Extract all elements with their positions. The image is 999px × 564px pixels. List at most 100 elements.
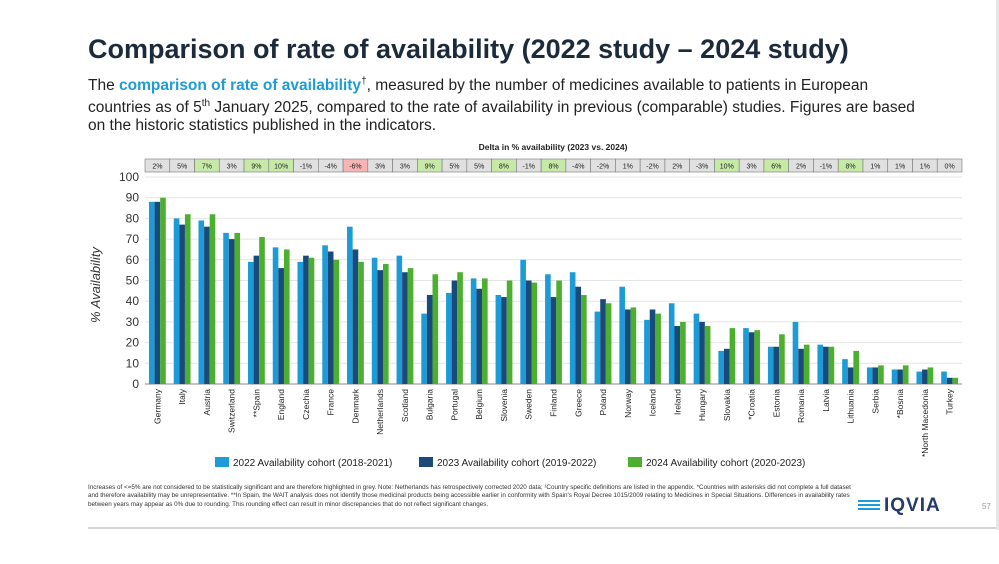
y-tick-label: 80 <box>126 211 140 225</box>
bar <box>358 261 364 384</box>
bar <box>946 377 953 384</box>
bar <box>402 272 408 384</box>
bar <box>594 311 601 384</box>
bar <box>482 278 488 384</box>
x-tick-label: *Croatia <box>747 389 757 420</box>
y-tick-label: 100 <box>119 170 139 184</box>
delta-value: 2% <box>796 164 806 171</box>
bar <box>259 237 265 384</box>
bar <box>160 197 166 384</box>
right-edge-divider <box>996 0 999 530</box>
bar <box>322 245 328 384</box>
delta-value: -4% <box>572 164 584 171</box>
x-axis-labels: Germany Italy Austria Switzerland **Spain Eng… <box>152 388 954 457</box>
delta-value: 1% <box>895 164 905 171</box>
x-tick-label: Greece <box>573 389 583 417</box>
delta-value: 3% <box>375 164 385 171</box>
x-tick-label: Denmark <box>350 388 360 423</box>
x-tick-label: Turkey <box>945 388 955 414</box>
bar <box>649 309 656 384</box>
bar <box>198 220 205 384</box>
bar <box>451 280 458 384</box>
y-tick-label: 10 <box>126 356 140 370</box>
bar <box>927 367 934 384</box>
x-tick-label: Belgium <box>474 389 484 420</box>
x-tick-label: Scotland <box>400 389 410 422</box>
footnote: Increases of <=5% are not considered to … <box>88 484 851 508</box>
x-tick-label: Bulgaria <box>425 389 435 420</box>
subtitle-mid: , measured by the number of medicines av… <box>88 77 869 117</box>
bar <box>773 346 780 384</box>
bar <box>668 303 675 384</box>
bar <box>878 365 884 384</box>
bar <box>847 367 854 384</box>
x-tick-label: Estonia <box>771 389 781 418</box>
bar <box>407 268 414 384</box>
delta-value: 5% <box>449 164 459 171</box>
delta-value: 6% <box>771 164 781 171</box>
bar <box>748 332 755 384</box>
bar <box>371 257 378 384</box>
x-tick-label: England <box>276 389 286 420</box>
availability-bar-chart: Delta in % availability (2023 vs. 2024) … <box>88 142 963 469</box>
bars-group <box>148 197 959 384</box>
x-tick-label: France <box>326 389 336 416</box>
bar <box>897 369 903 384</box>
y-tick-label: 70 <box>126 232 140 246</box>
delta-value: 8% <box>548 164 558 171</box>
x-tick-label: Switzerland <box>227 389 237 433</box>
y-tick-label: 20 <box>126 336 140 350</box>
slide-subtitle: The comparison of rate of availability†,… <box>88 73 918 135</box>
bar <box>754 330 760 384</box>
y-tick-label: 60 <box>126 253 140 267</box>
x-tick-label: **Spain <box>251 389 261 418</box>
bar <box>272 247 279 384</box>
x-tick-label: Italy <box>177 388 187 404</box>
delta-value: 8% <box>499 164 509 171</box>
bar <box>154 201 161 384</box>
x-tick-label: Slovakia <box>722 389 732 421</box>
x-tick-label: Poland <box>598 389 608 416</box>
delta-value: -4% <box>324 164 336 171</box>
bar <box>347 226 353 384</box>
bar <box>575 286 582 384</box>
bar <box>729 328 736 384</box>
y-tick-label: 50 <box>126 274 140 288</box>
bar <box>724 348 730 384</box>
legend-label: 2023 Availability cohort (2019-2022) <box>437 458 596 469</box>
x-tick-label: Czechia <box>301 389 311 420</box>
bar <box>779 334 785 384</box>
y-axis: 0 10 20 30 40 50 60 70 80 90 100 <box>119 170 962 391</box>
delta-value: -1% <box>820 164 832 171</box>
delta-value: 8% <box>846 164 856 171</box>
bar <box>674 326 681 384</box>
bar <box>644 319 650 384</box>
x-tick-label: Serbia <box>870 389 880 414</box>
bar <box>495 294 502 384</box>
delta-value: -2% <box>646 164 658 171</box>
bar <box>693 313 700 384</box>
bar <box>767 346 774 384</box>
bar <box>520 259 526 384</box>
y-tick-label: 30 <box>126 315 140 329</box>
bar <box>952 377 959 384</box>
bar <box>605 303 612 384</box>
page-number: 57 <box>982 502 991 511</box>
bar <box>866 367 873 384</box>
bar <box>525 280 532 384</box>
bar <box>842 359 848 384</box>
bottom-divider <box>88 527 999 529</box>
delta-value: 3% <box>400 164 410 171</box>
delta-value: -2% <box>597 164 609 171</box>
bar <box>619 286 625 384</box>
bar <box>179 224 185 384</box>
delta-value: 9% <box>251 164 261 171</box>
bar <box>798 348 804 384</box>
bar <box>377 270 383 384</box>
x-tick-label: *North Macedonia <box>920 389 930 457</box>
bar <box>426 294 433 384</box>
bar <box>457 272 463 384</box>
bar <box>501 297 507 384</box>
bar <box>550 297 557 384</box>
x-tick-label: Netherlands <box>375 389 385 435</box>
